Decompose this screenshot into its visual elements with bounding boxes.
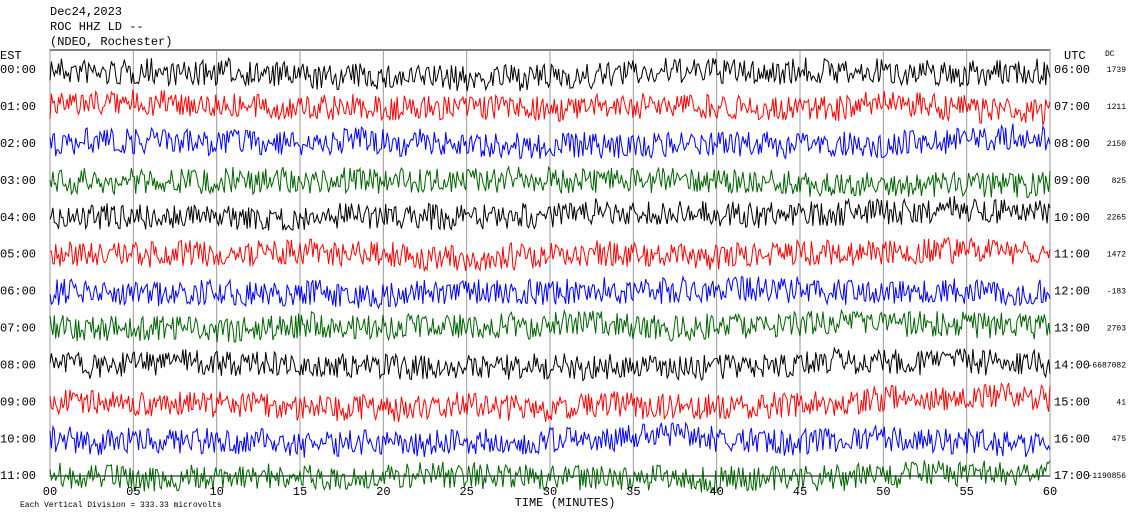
utc-label: 08:00 [1054, 137, 1090, 151]
dc-value: -1190856 [1088, 472, 1127, 481]
utc-label: 15:00 [1054, 395, 1090, 409]
x-tick-label: 40 [709, 485, 723, 499]
x-tick-label: 60 [1043, 485, 1057, 499]
trace [49, 460, 1051, 494]
x-tick-label: 10 [209, 485, 223, 499]
est-label: 03:00 [0, 174, 36, 188]
trace [49, 123, 1051, 160]
dc-value: -183 [1107, 288, 1126, 297]
trace [49, 421, 1051, 458]
x-tick-label: 00 [43, 485, 57, 499]
utc-label: 07:00 [1054, 100, 1090, 114]
trace [49, 308, 1051, 343]
dc-value: 1472 [1107, 251, 1126, 260]
dc-value: 2265 [1107, 214, 1126, 223]
utc-label: 17:00 [1054, 469, 1090, 483]
x-tick-label: 45 [793, 485, 807, 499]
est-label: 09:00 [0, 395, 36, 409]
trace [50, 236, 1051, 272]
x-tick-label: 35 [626, 485, 640, 499]
trace [49, 89, 1051, 126]
trace [49, 346, 1051, 382]
title-line: Dec24,2023 [50, 5, 122, 19]
dc-value: 2703 [1107, 324, 1126, 333]
trace [49, 56, 1051, 92]
trace [49, 274, 1051, 310]
est-label: 10:00 [0, 432, 36, 446]
x-tick-label: 25 [459, 485, 473, 499]
utc-label: 11:00 [1054, 248, 1090, 262]
est-label: 00:00 [0, 63, 36, 77]
x-axis-label: TIME (MINUTES) [515, 496, 616, 510]
footer: Each Vertical Division = 333.33 microvol… [20, 501, 222, 510]
dc-value: 1211 [1107, 103, 1126, 112]
utc-label: 13:00 [1054, 322, 1090, 336]
dc-value: 475 [1112, 435, 1127, 444]
est-label: 11:00 [0, 469, 36, 483]
x-tick-label: 05 [126, 485, 140, 499]
dc-value: -6687082 [1088, 361, 1127, 370]
utc-label: 06:00 [1054, 63, 1090, 77]
est-label: 08:00 [0, 358, 36, 372]
est-label: 05:00 [0, 248, 36, 262]
x-tick-label: 30 [543, 485, 557, 499]
x-tick-label: 15 [293, 485, 307, 499]
title-line: ROC HHZ LD -- [50, 20, 144, 34]
est-label: 06:00 [0, 285, 36, 299]
utc-label: 16:00 [1054, 432, 1090, 446]
est-label: 04:00 [0, 211, 36, 225]
x-tick-label: 50 [876, 485, 890, 499]
trace [49, 165, 1051, 199]
dc-value: 41 [1116, 398, 1126, 407]
utc-label: 14:00 [1054, 358, 1090, 372]
est-label: 01:00 [0, 100, 36, 114]
dc-label: DC [1105, 50, 1115, 59]
est-label: 02:00 [0, 137, 36, 151]
right-label: UTC [1064, 49, 1086, 63]
trace [49, 195, 1051, 231]
trace [49, 382, 1051, 423]
x-tick-label: 20 [376, 485, 390, 499]
title-line: (NDEO, Rochester) [50, 35, 172, 49]
utc-label: 09:00 [1054, 174, 1090, 188]
utc-label: 10:00 [1054, 211, 1090, 225]
left-label: EST [0, 49, 22, 63]
utc-label: 12:00 [1054, 285, 1090, 299]
dc-value: 825 [1112, 177, 1127, 186]
x-tick-label: 55 [959, 485, 973, 499]
est-label: 07:00 [0, 322, 36, 336]
dc-value: 2150 [1107, 140, 1126, 149]
dc-value: 1739 [1107, 66, 1126, 75]
